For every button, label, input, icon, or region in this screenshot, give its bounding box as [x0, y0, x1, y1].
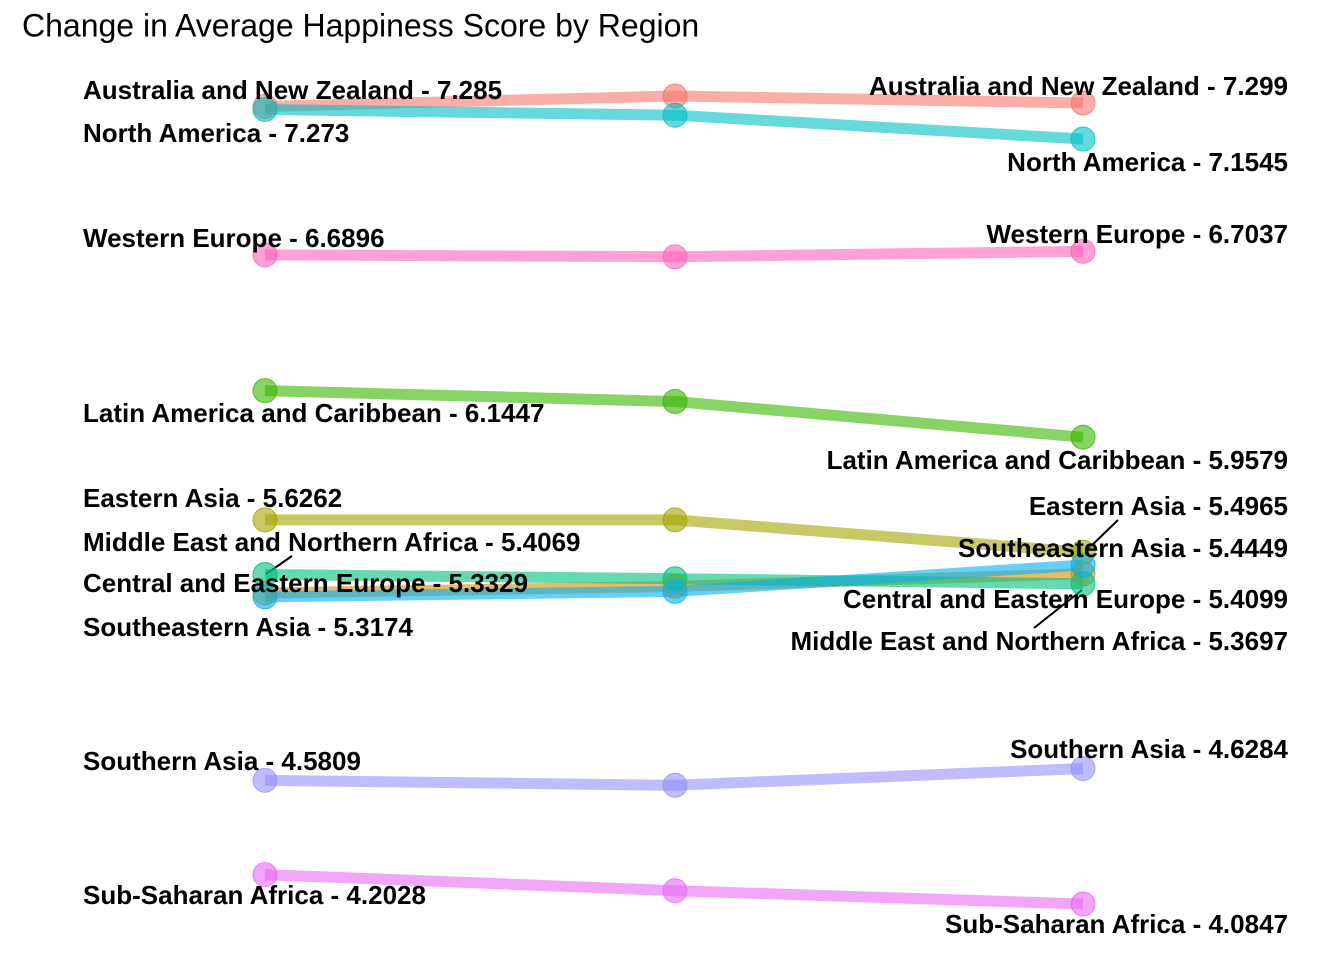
point — [1070, 424, 1096, 450]
start-label: Southern Asia - 4.5809 — [83, 746, 361, 776]
start-label: Central and Eastern Europe - 5.3329 — [83, 568, 528, 598]
point — [1070, 756, 1096, 782]
point — [662, 244, 688, 270]
start-label: Western Europe - 6.6896 — [83, 223, 385, 253]
leader-line — [1033, 589, 1083, 629]
point — [1070, 552, 1096, 578]
point — [662, 878, 688, 904]
start-label: Southeastern Asia - 5.3174 — [83, 612, 413, 642]
start-label: Middle East and Northern Africa - 5.4069 — [83, 527, 581, 557]
point — [1070, 126, 1096, 152]
point — [662, 578, 688, 604]
end-label: Middle East and Northern Africa - 5.3697 — [790, 626, 1288, 656]
point — [252, 378, 278, 404]
end-label: Southeastern Asia - 5.4449 — [958, 533, 1288, 563]
point — [662, 389, 688, 415]
end-label: Southern Asia - 4.6284 — [1010, 734, 1288, 764]
point — [252, 96, 278, 122]
end-label: Australia and New Zealand - 7.299 — [869, 71, 1288, 101]
end-label: Sub-Saharan Africa - 4.0847 — [945, 909, 1288, 939]
point — [1070, 891, 1096, 917]
point — [1070, 90, 1096, 116]
point — [252, 862, 278, 888]
end-label: Latin America and Caribbean - 5.9579 — [827, 445, 1288, 475]
end-label: Western Europe - 6.7037 — [986, 219, 1288, 249]
end-label: Central and Eastern Europe - 5.4099 — [843, 584, 1288, 614]
start-label: Australia and New Zealand - 7.285 — [83, 75, 502, 105]
point — [252, 584, 278, 610]
start-label: Latin America and Caribbean - 6.1447 — [83, 398, 544, 428]
point — [252, 507, 278, 533]
start-label: North America - 7.273 — [83, 118, 349, 148]
start-label: Eastern Asia - 5.6262 — [83, 483, 342, 513]
point — [252, 767, 278, 793]
point — [252, 242, 278, 268]
point — [662, 772, 688, 798]
end-label: Eastern Asia - 5.4965 — [1029, 491, 1288, 521]
point — [1070, 238, 1096, 264]
point — [662, 102, 688, 128]
chart-title: Change in Average Happiness Score by Reg… — [22, 7, 699, 43]
point — [662, 507, 688, 533]
start-label: Sub-Saharan Africa - 4.2028 — [83, 880, 426, 910]
end-label: North America - 7.1545 — [1007, 147, 1288, 177]
